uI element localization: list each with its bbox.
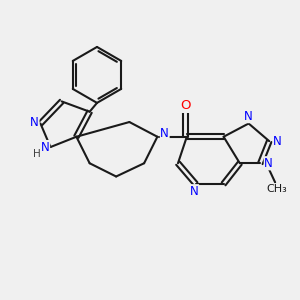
Text: N: N [160,127,169,140]
Text: N: N [41,141,50,154]
Text: O: O [180,99,190,112]
Text: N: N [190,185,199,198]
Text: N: N [273,135,282,148]
Text: H: H [33,149,41,159]
Text: N: N [30,116,39,128]
Text: N: N [264,157,273,170]
Text: CH₃: CH₃ [266,184,287,194]
Text: N: N [244,110,253,123]
